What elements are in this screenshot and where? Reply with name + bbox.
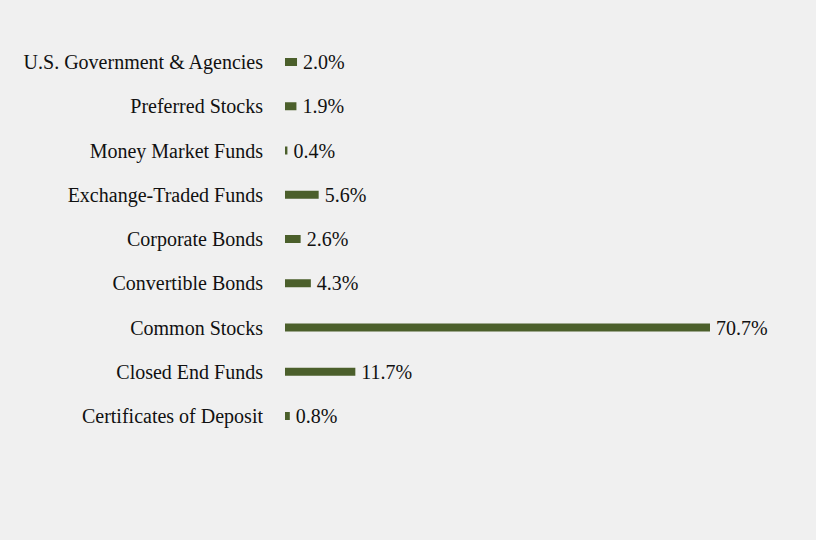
bar <box>285 191 319 199</box>
data-label: 2.0% <box>303 51 345 73</box>
category-label: Corporate Bonds <box>127 228 263 251</box>
data-label: 5.6% <box>325 184 367 206</box>
data-label: 11.7% <box>361 361 412 383</box>
category-label: Convertible Bonds <box>112 272 263 294</box>
data-label: 0.4% <box>293 140 335 162</box>
bar <box>285 58 297 66</box>
bar <box>285 368 355 376</box>
category-label: Certificates of Deposit <box>82 405 263 428</box>
category-label: Common Stocks <box>130 317 263 339</box>
chart: U.S. Government & Agencies 2.0% Preferred … <box>0 0 816 540</box>
category-label: Preferred Stocks <box>130 95 263 117</box>
category-label: U.S. Government & Agencies <box>24 51 264 74</box>
data-label: 2.6% <box>307 228 349 250</box>
bar <box>285 235 301 243</box>
bars <box>285 58 710 420</box>
data-label: 1.9% <box>302 95 344 117</box>
bar <box>285 279 311 287</box>
bar <box>285 412 290 420</box>
bar <box>285 102 296 110</box>
labels: U.S. Government & Agencies 2.0% Preferred … <box>24 51 768 428</box>
bar <box>285 147 287 155</box>
data-label: 0.8% <box>296 405 338 427</box>
data-label: 70.7% <box>716 317 768 339</box>
data-label: 4.3% <box>317 272 359 294</box>
category-label: Exchange-Traded Funds <box>68 184 264 207</box>
category-label: Closed End Funds <box>116 361 263 383</box>
bar <box>285 324 710 332</box>
category-label: Money Market Funds <box>90 140 264 163</box>
